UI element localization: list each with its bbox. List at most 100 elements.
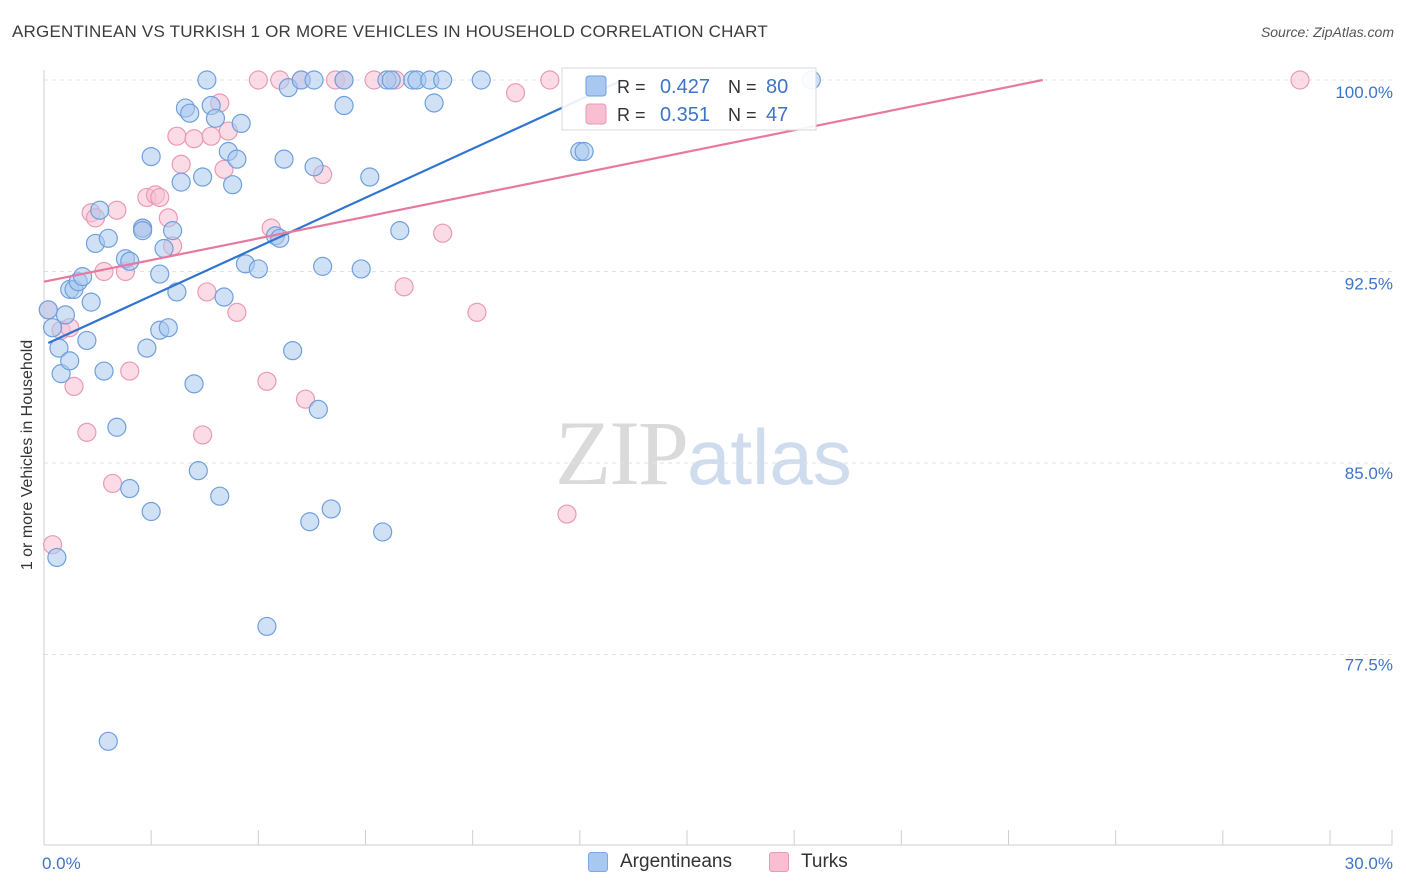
bottom-legend: Argentineans Turks — [0, 851, 1406, 877]
argentineans-point — [304, 157, 324, 177]
argentineans-point — [248, 259, 268, 279]
turks-point — [197, 282, 217, 302]
argentineans-points — [38, 70, 821, 751]
x-tick-label: 30.0% — [1345, 854, 1393, 873]
turks-point — [257, 371, 277, 391]
argentineans-point — [188, 461, 208, 481]
argentineans-point — [274, 149, 294, 169]
argentineans-point — [98, 731, 118, 751]
legend-item-turks[interactable]: Turks — [769, 851, 848, 873]
argentineans-point — [193, 167, 213, 187]
argentineans-point — [158, 318, 178, 338]
argentineans-point — [167, 282, 187, 302]
turks-point — [150, 187, 170, 208]
argentineans-point — [197, 70, 217, 90]
argentineans-point — [72, 267, 93, 287]
axis-ticks — [43, 830, 1393, 845]
argentineans-point — [154, 238, 174, 259]
stats-n-value: 47 — [766, 104, 788, 126]
argentineans-trend-line — [47, 78, 624, 344]
watermark-atlas: atlas — [687, 413, 852, 501]
turks-point — [394, 277, 414, 297]
argentineans-point — [334, 95, 354, 116]
turks-point — [467, 302, 487, 322]
legend-label-argentineans: Argentineans — [620, 851, 732, 872]
argentineans-point — [120, 478, 140, 499]
axes — [43, 70, 1392, 846]
turks-point — [295, 389, 316, 409]
argentineans-point — [47, 547, 67, 568]
argentineans-point — [137, 338, 157, 358]
stats-n-label: N = — [728, 77, 757, 97]
turks-point — [107, 200, 127, 220]
stats-n-label: N = — [728, 105, 757, 125]
source-note: Source: ZipAtlas.com — [1260, 24, 1394, 40]
argentineans-point — [120, 251, 140, 271]
chart-title: ARGENTINEAN VS TURKISH 1 OR MORE VEHICLE… — [12, 22, 768, 41]
stats-legend-swatch — [585, 103, 607, 125]
argentineans-point — [55, 305, 76, 325]
argentineans-point — [223, 175, 243, 195]
argentineans-point — [283, 341, 303, 361]
argentineans-point — [304, 70, 324, 90]
x-tick-labels: 0.0% 30.0% — [42, 854, 1393, 873]
stats-r-label: R = — [617, 105, 646, 125]
argentineans-point — [214, 287, 234, 307]
turks-point — [184, 129, 204, 149]
y-tick-label: 92.5% — [1345, 275, 1393, 294]
turks-point — [433, 223, 453, 243]
turks-point — [120, 361, 140, 381]
argentineans-point — [180, 103, 200, 123]
argentineans-point — [321, 499, 341, 519]
y-axis-label: 1 or more Vehicles in Household — [19, 339, 36, 571]
argentineans-point — [81, 292, 101, 312]
turks-point — [505, 83, 526, 103]
stats-legend-swatch — [585, 75, 607, 97]
argentineans-point — [308, 399, 328, 419]
argentineans-point — [351, 259, 371, 279]
argentineans-point — [227, 149, 247, 169]
turks-point — [167, 126, 187, 146]
argentineans-point — [90, 200, 110, 220]
stats-n-value: 80 — [766, 76, 788, 98]
x-tick-label: 0.0% — [42, 854, 81, 873]
legend-label-turks: Turks — [801, 851, 848, 872]
turks-point — [77, 422, 97, 442]
argentineans-point — [381, 70, 401, 90]
argentineans-point — [163, 221, 183, 241]
argentineans-point — [171, 172, 191, 192]
argentineans-point — [60, 351, 80, 371]
stats-r-value: 0.427 — [660, 76, 710, 98]
y-tick-label: 85.0% — [1345, 464, 1393, 483]
watermark-zip: ZIP — [555, 402, 689, 504]
argentineans-point — [390, 221, 410, 241]
turks-point — [557, 504, 577, 524]
turks-point — [171, 154, 191, 174]
turks-point — [227, 302, 247, 322]
argentineans-point — [471, 70, 491, 90]
turks-point — [201, 126, 221, 146]
argentineans-point — [210, 486, 230, 506]
argentineans-point — [360, 167, 380, 187]
argentineans-point — [141, 147, 161, 167]
argentineans-point — [574, 141, 594, 162]
argentineans-point — [313, 256, 333, 276]
watermark: ZIPatlas — [555, 400, 852, 506]
argentineans-point — [98, 228, 118, 248]
argentineans-point — [107, 417, 127, 437]
legend-item-argentineans[interactable]: Argentineans — [588, 851, 732, 873]
argentineans-point — [132, 221, 153, 241]
turks-point — [1290, 70, 1310, 90]
argentineans-swatch — [588, 852, 608, 872]
trend-lines — [43, 78, 1044, 344]
stats-legend: R = 0.427 N = 80 R = 0.351 N = 47 — [561, 67, 817, 131]
argentineans-point — [94, 361, 114, 381]
argentineans-point — [77, 330, 97, 351]
turks-point — [540, 70, 560, 90]
argentineans-point — [184, 374, 204, 394]
argentineans-point — [424, 93, 444, 113]
turks-point — [248, 70, 268, 90]
turks-point — [214, 159, 234, 179]
argentineans-point — [205, 108, 226, 128]
